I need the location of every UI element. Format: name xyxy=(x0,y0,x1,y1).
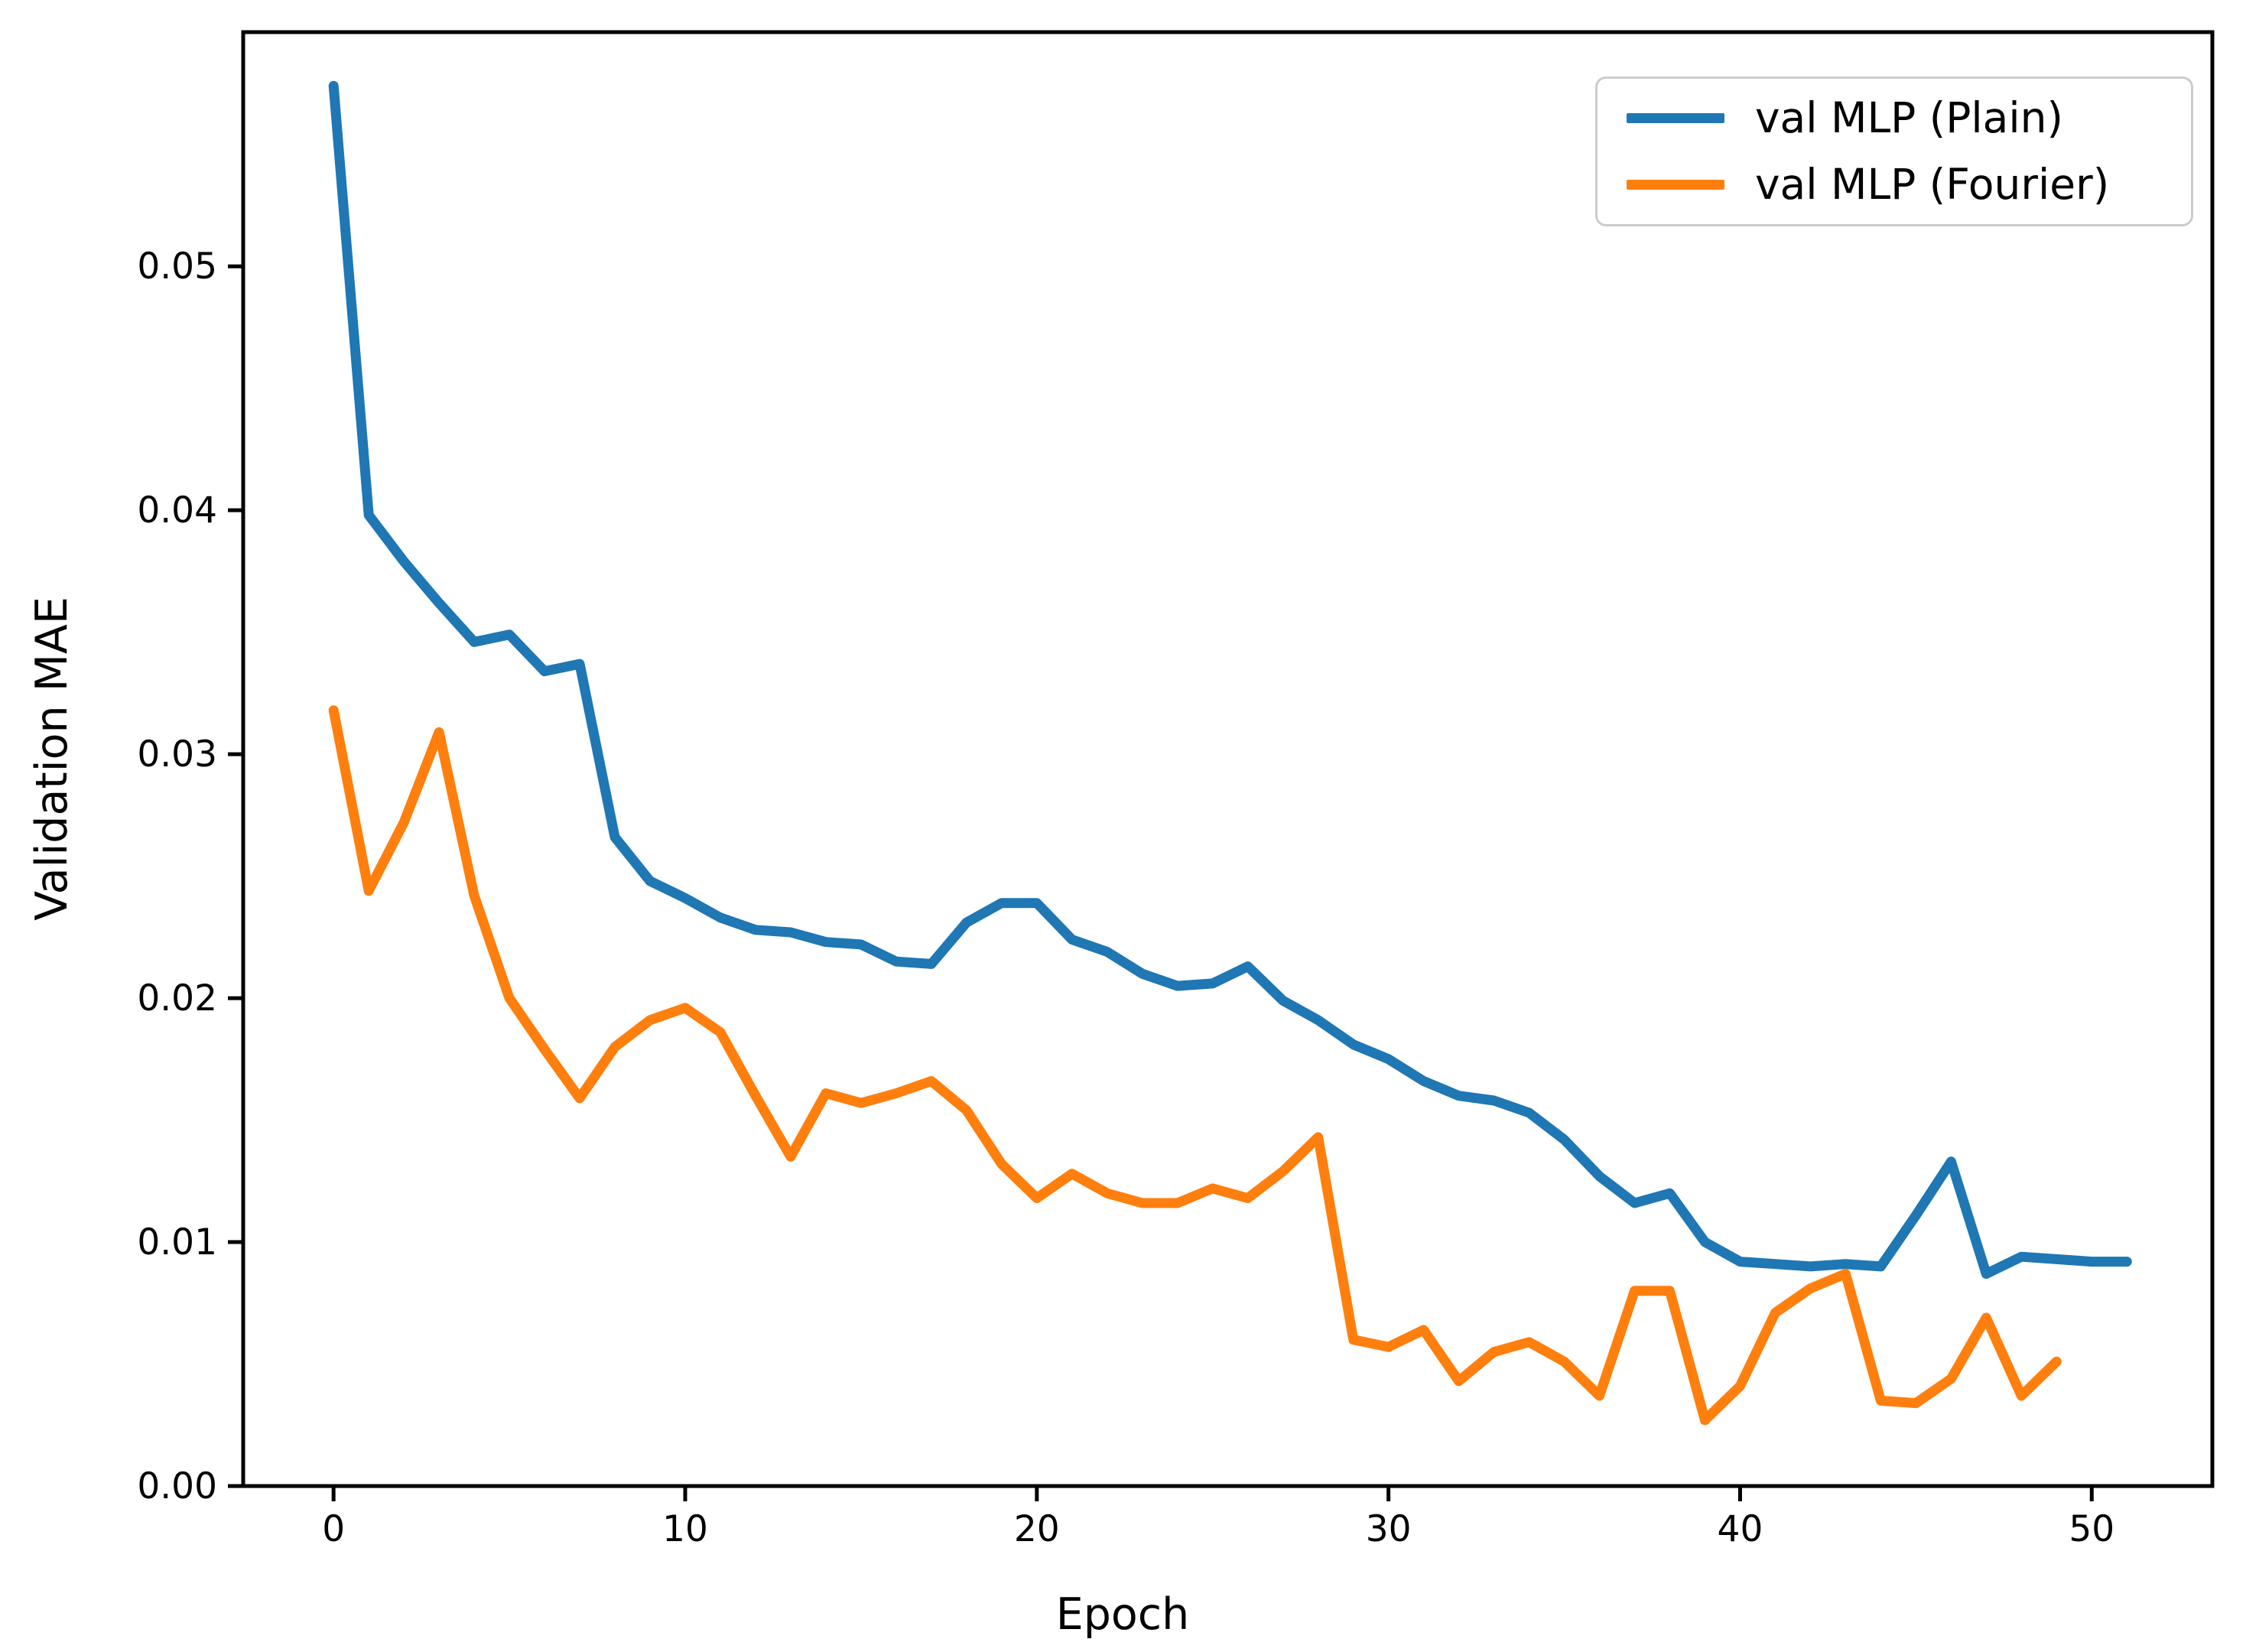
y-tick-label: 0.03 xyxy=(137,733,217,776)
x-tick-label: 50 xyxy=(2069,1508,2114,1550)
y-tick-label: 0.05 xyxy=(137,246,217,288)
y-tick-label: 0.01 xyxy=(137,1221,217,1263)
legend-line-swatch-plain xyxy=(1627,113,1724,123)
x-tick-label: 30 xyxy=(1366,1508,1412,1550)
series-lines xyxy=(328,80,2132,1426)
series-line-fourier xyxy=(328,705,2062,1426)
legend-item-fourier: val MLP (Fourier) xyxy=(1598,164,2191,206)
legend-label-fourier: val MLP (Fourier) xyxy=(1755,160,2110,209)
legend: val MLP (Plain) val MLP (Fourier) xyxy=(1595,76,2193,226)
y-tick-label: 0.04 xyxy=(137,489,217,532)
legend-item-plain: val MLP (Plain) xyxy=(1598,97,2191,139)
y-tick-label: 0.02 xyxy=(137,977,217,1019)
y-tick-label: 0.00 xyxy=(137,1465,217,1507)
x-tick-label: 10 xyxy=(662,1508,708,1550)
axis-ticks: 0 10 20 30 40 50 0.00 0.01 0.02 0.03 0.04 0.05 xyxy=(137,246,2114,1550)
y-axis-label: Validation MAE xyxy=(27,597,77,921)
plot-frame xyxy=(241,30,2215,1488)
x-tick-label: 40 xyxy=(1718,1508,1763,1550)
legend-line-swatch-fourier xyxy=(1627,180,1724,190)
legend-label-plain: val MLP (Plain) xyxy=(1755,93,2063,142)
x-tick-label: 20 xyxy=(1014,1508,1060,1550)
x-tick-label: 0 xyxy=(322,1508,345,1550)
series-line-plain xyxy=(328,80,2132,1279)
x-axis-label: Epoch xyxy=(1055,1589,1190,1640)
